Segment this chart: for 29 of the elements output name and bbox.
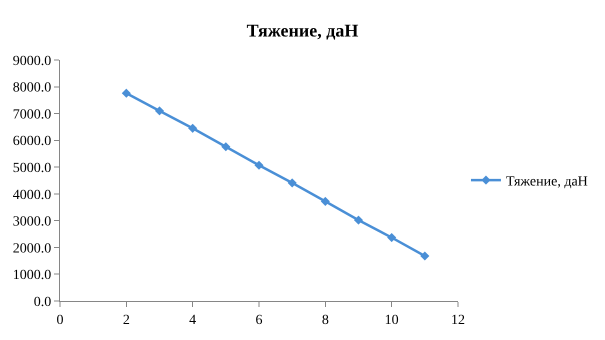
y-tick-label: 4000.0: [12, 188, 52, 203]
x-tick-label: 10: [384, 312, 399, 328]
y-tick-label: 3000.0: [12, 214, 52, 230]
chart-title: Тяжение, даН: [246, 20, 358, 40]
x-tick-label: 2: [122, 312, 130, 328]
point: [420, 251, 430, 261]
point: [188, 124, 198, 133]
point: [122, 88, 131, 98]
y-tick-label: 1000.0: [12, 268, 52, 284]
point: [354, 216, 364, 225]
y-tick-label: 6000.0: [12, 134, 52, 150]
y-tick-label: 2000.0: [12, 241, 52, 256]
point: [221, 142, 230, 152]
point: [288, 178, 297, 188]
y-tick-label: 9000.0: [12, 54, 52, 69]
x-tick-label: 12: [451, 312, 465, 328]
y-tick-label: 0.0: [34, 294, 52, 310]
x-tick-label: 0: [56, 312, 64, 328]
legend-label: Тяжение, даН: [506, 174, 588, 190]
y-tick-label: 7000.0: [12, 107, 52, 122]
point: [254, 160, 264, 170]
x-tick-label: 8: [322, 312, 329, 328]
point: [320, 196, 330, 206]
y-tick-label: 8000.0: [12, 80, 52, 96]
point: [387, 232, 396, 242]
x-tick-label: 6: [256, 312, 262, 328]
x-tick-label: 4: [189, 312, 196, 328]
y-tick-label: 5000.0: [12, 161, 52, 176]
point: [154, 106, 164, 116]
